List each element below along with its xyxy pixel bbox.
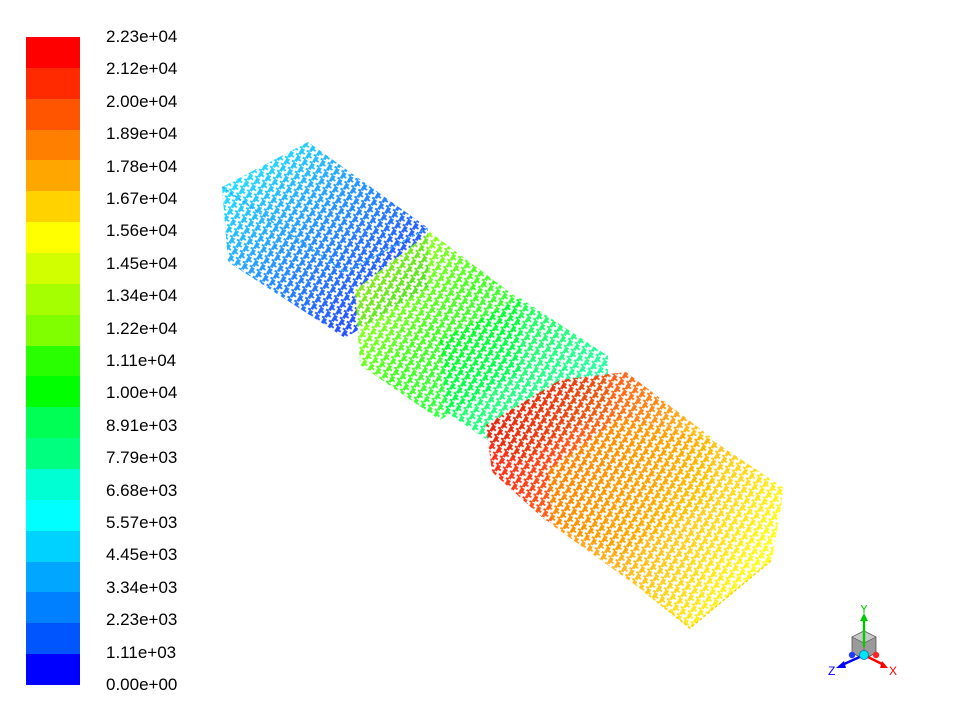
legend-label: 2.23e+04 (106, 27, 178, 46)
x-node (872, 651, 880, 659)
mesh-block-5 (548, 418, 784, 629)
legend-label: 1.89e+04 (106, 124, 178, 144)
z-axis-arrow: Z (828, 653, 865, 678)
legend-label: 7.79e+03 (106, 448, 178, 468)
legend-swatch (26, 129, 80, 161)
legend-swatch (26, 67, 80, 100)
z-node (848, 651, 856, 659)
z-axis-label: Z (828, 664, 835, 678)
legend-label: 1.56e+04 (106, 221, 178, 241)
legend-swatch (26, 160, 80, 192)
legend-swatch (26, 222, 80, 254)
legend-label: 3.34e+03 (106, 577, 178, 597)
legend-swatch (26, 438, 80, 470)
legend-swatch (26, 191, 80, 223)
origin-marker (859, 650, 869, 660)
legend-label: 1.45e+04 (106, 253, 178, 273)
legend-swatch (26, 407, 80, 439)
legend-swatch (26, 253, 80, 285)
axis-triad: Y X Z (828, 605, 897, 678)
legend-swatch (26, 376, 80, 408)
legend-label: 1.22e+04 (106, 318, 178, 338)
legend-swatch (26, 345, 80, 377)
legend-swatch (26, 314, 80, 347)
legend-label: 2.00e+04 (106, 91, 178, 111)
legend-swatch (26, 283, 80, 316)
legend-swatch (26, 623, 80, 655)
x-axis-label: X (889, 664, 897, 678)
legend-swatch (26, 469, 80, 501)
legend-label: 1.11e+04 (106, 351, 177, 370)
x-axis-arrow: X (863, 653, 897, 678)
y-axis-label: Y (860, 605, 868, 616)
legend-label: 0.00e+00 (106, 675, 178, 694)
y-axis-arrow: Y (860, 605, 868, 647)
legend-label: 1.11e+03 (106, 642, 177, 662)
legend-swatch (26, 37, 80, 69)
legend-label: 1.78e+04 (106, 156, 178, 176)
legend-swatch (26, 98, 80, 131)
color-legend-bar (26, 37, 80, 686)
legend-label: 4.45e+03 (106, 545, 178, 565)
legend-label: 1.00e+04 (106, 383, 178, 403)
legend-swatch (26, 499, 80, 532)
legend-swatch (26, 530, 80, 563)
legend-label: 2.12e+04 (106, 59, 178, 79)
legend-swatch (26, 592, 80, 624)
legend-swatch (26, 561, 80, 593)
legend-label: 8.91e+03 (106, 415, 178, 435)
legend-label: 1.34e+04 (106, 286, 178, 306)
legend-label: 6.68e+03 (106, 480, 178, 500)
legend-label: 1.67e+04 (106, 189, 178, 208)
color-legend-labels: 2.23e+04 2.12e+04 2.00e+04 1.89e+04 1.78e+04… (106, 27, 226, 694)
legend-label: 2.23e+03 (106, 610, 178, 630)
legend-label: 5.57e+03 (106, 513, 178, 532)
legend-swatch (26, 654, 80, 686)
